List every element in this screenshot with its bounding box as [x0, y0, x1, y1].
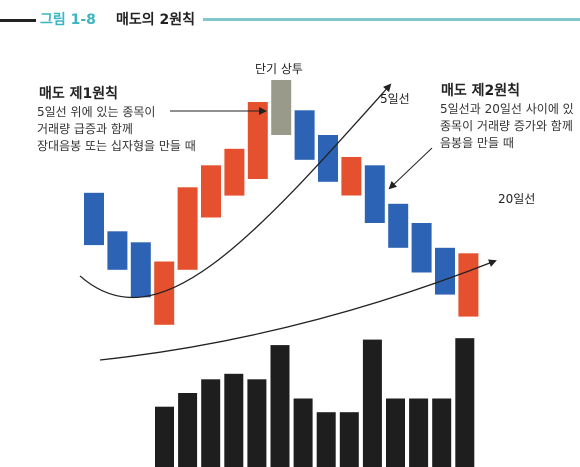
volume-bar	[455, 338, 475, 467]
volume-bar	[178, 393, 198, 467]
volume-bar	[247, 379, 267, 467]
volume-bar	[270, 345, 290, 467]
ma20-label: 20일선	[498, 192, 536, 206]
rule2-line-3: 음봉을 만들 때	[440, 136, 514, 150]
volume-bars	[155, 338, 475, 467]
candle-bearish	[294, 110, 315, 160]
candle-bullish	[177, 187, 198, 270]
ma20-line	[99, 259, 497, 361]
rule2-title: 매도 제2원칙	[441, 83, 521, 99]
volume-bar	[386, 398, 405, 467]
volume-bar	[432, 398, 452, 467]
rule2-pointer-arrow	[388, 147, 433, 190]
ma5-label: 5일선	[380, 92, 410, 106]
candle-bearish	[84, 192, 104, 246]
candle-bearish	[107, 231, 128, 270]
candle-bullish	[154, 261, 175, 325]
volume-bar	[316, 412, 336, 467]
volume-bar	[293, 398, 313, 467]
peak-label: 단기 상투	[255, 62, 303, 76]
header-rule	[203, 18, 580, 21]
candle-peak	[271, 80, 292, 135]
header-bar	[0, 19, 36, 22]
rule1-line-1: 5일선 위에 있는 종목이	[37, 105, 156, 119]
volume-bar	[224, 373, 244, 467]
rule2-line-1: 5일선과 20일선 사이에 있	[440, 102, 574, 116]
figure-title: 매도의 2원칙	[116, 12, 196, 28]
candle-bullish	[201, 165, 221, 218]
rule1-line-3: 장대음봉 또는 십자형을 만들 때	[37, 139, 196, 153]
candle-bearish	[130, 242, 151, 298]
rule1-title: 매도 제1원칙	[39, 86, 119, 102]
candle-bullish	[224, 148, 245, 196]
volume-bar	[409, 398, 429, 467]
volume-bar	[155, 406, 174, 467]
rule1-line-2: 거래량 급증과 함께	[37, 122, 133, 136]
candle-bearish	[435, 247, 455, 295]
candle-bullish	[458, 253, 479, 317]
figure-label: 그림 1-8	[40, 12, 96, 28]
volume-bar	[201, 379, 221, 467]
candle-bearish	[318, 135, 338, 182]
candle-bearish	[388, 203, 409, 248]
candle-bearish	[364, 165, 385, 223]
candles	[84, 80, 479, 325]
rule2-line-2: 종목이 거래량 증가와 함께	[440, 119, 573, 133]
candle-bearish	[411, 223, 432, 273]
candle-bullish	[247, 102, 268, 179]
candle-bullish	[341, 157, 362, 196]
volume-bar	[362, 339, 382, 467]
ma5-line	[79, 83, 392, 299]
volume-bar	[339, 412, 359, 467]
